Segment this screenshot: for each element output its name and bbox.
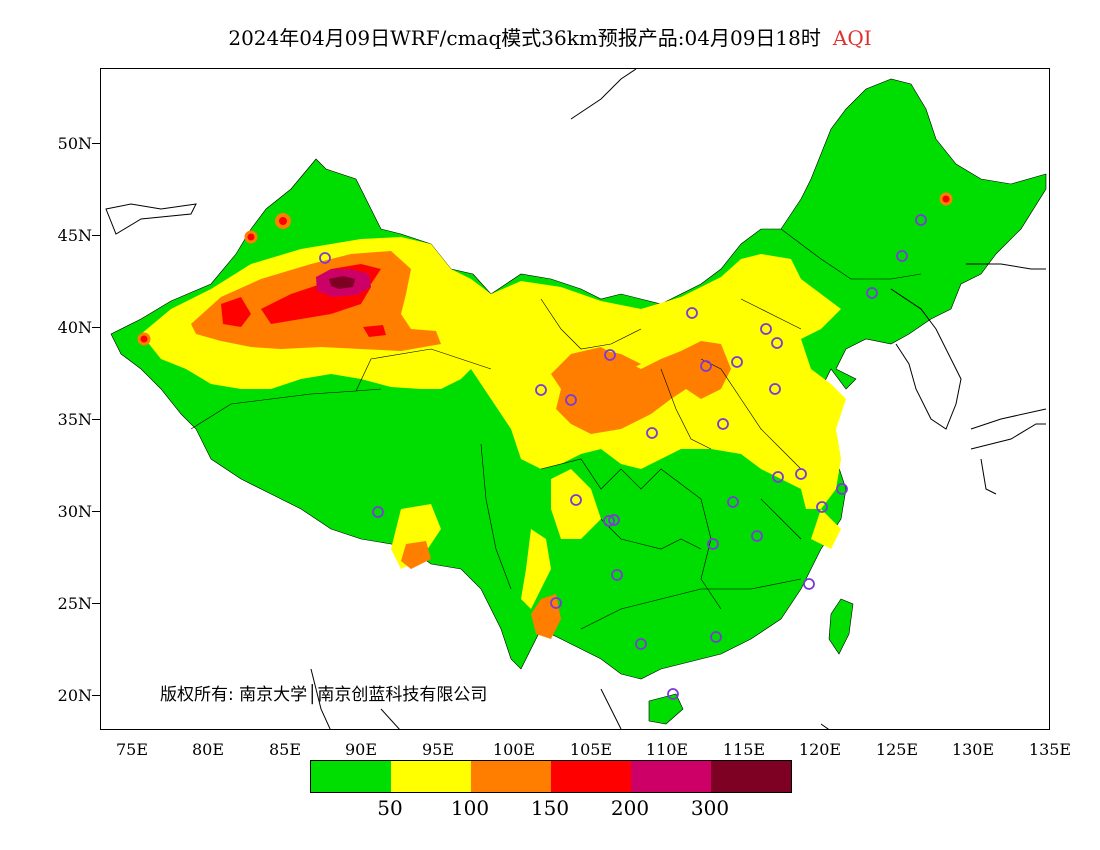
lon-label-90e: 90E bbox=[344, 740, 378, 759]
legend-label-100: 100 bbox=[450, 796, 490, 820]
lon-label-75e: 75E bbox=[115, 740, 149, 759]
legend-swatch-3 bbox=[551, 761, 631, 792]
lat-label-45n: 45N bbox=[50, 226, 100, 245]
copyright-text: 版权所有: 南京大学│南京创蓝科技有限公司 bbox=[160, 685, 488, 705]
legend-swatch-0 bbox=[311, 761, 391, 792]
map-title: 2024年04月09日WRF/cmaq模式36km预报产品:04月09日18时 A… bbox=[0, 22, 1100, 51]
lon-label-105e: 105E bbox=[569, 740, 613, 759]
lon-label-120e: 120E bbox=[798, 740, 842, 759]
lat-label-30n: 30N bbox=[50, 502, 100, 521]
lon-label-85e: 85E bbox=[268, 740, 302, 759]
lon-label-95e: 95E bbox=[421, 740, 455, 759]
legend-swatch-4 bbox=[631, 761, 711, 792]
lon-label-115e: 115E bbox=[722, 740, 766, 759]
legend-label-300: 300 bbox=[690, 796, 730, 820]
legend-label-150: 150 bbox=[530, 796, 570, 820]
region-hazardous bbox=[329, 276, 355, 289]
legend-swatch-1 bbox=[391, 761, 471, 792]
region-sensitive-southwest bbox=[401, 541, 561, 639]
lon-label-80e: 80E bbox=[191, 740, 225, 759]
lat-label-50n: 50N bbox=[50, 134, 100, 153]
province-borders bbox=[190, 228, 922, 630]
island-hainan bbox=[648, 693, 684, 725]
map-panel bbox=[100, 68, 1050, 730]
lon-label-135e: 135E bbox=[1028, 740, 1072, 759]
title-text: 2024年04月09日WRF/cmaq模式36km预报产品:04月09日18时 bbox=[228, 26, 821, 50]
region-sensitive-north-china bbox=[551, 341, 731, 434]
coastlines bbox=[105, 69, 1047, 729]
island-taiwan bbox=[828, 598, 854, 655]
lat-label-25n: 25N bbox=[50, 594, 100, 613]
aqi-map bbox=[105, 69, 1047, 729]
lon-label-130e: 130E bbox=[951, 740, 995, 759]
lon-label-100e: 100E bbox=[492, 740, 536, 759]
legend-label-200: 200 bbox=[610, 796, 650, 820]
legend-swatch-2 bbox=[471, 761, 551, 792]
lon-label-110e: 110E bbox=[645, 740, 689, 759]
title-variable: AQI bbox=[832, 26, 872, 50]
lat-label-20n: 20N bbox=[50, 686, 100, 705]
aqi-legend bbox=[310, 760, 792, 793]
hotspot-dots bbox=[137, 192, 953, 346]
lon-label-125e: 125E bbox=[875, 740, 919, 759]
lat-label-35n: 35N bbox=[50, 410, 100, 429]
legend-label-50: 50 bbox=[377, 796, 403, 820]
legend-swatch-5 bbox=[711, 761, 791, 792]
station-markers bbox=[319, 214, 927, 700]
lat-label-40n: 40N bbox=[50, 318, 100, 337]
